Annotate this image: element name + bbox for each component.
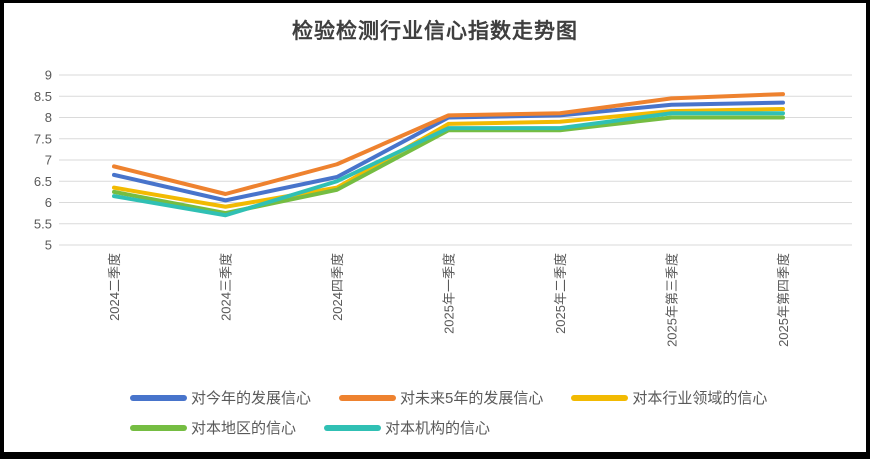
series-line-1: [112, 92, 785, 196]
x-axis-category-label: 2025年第四季度: [776, 253, 791, 347]
legend-label: 对本机构的信心: [385, 420, 491, 437]
y-axis-tick-label: 9: [45, 68, 52, 83]
y-axis-tick-label: 6.5: [34, 174, 52, 189]
series-line-4: [112, 111, 785, 218]
legend-line-swatch-icon: [339, 394, 397, 401]
legend-item[interactable]: 对未来5年的发展信心: [339, 387, 543, 408]
legend-item[interactable]: 对本机构的信心: [324, 417, 490, 438]
x-axis-category-label: 2024四季度: [330, 253, 345, 321]
x-axis-category-label: 2025年第三季度: [665, 253, 680, 347]
y-axis-tick-label: 5.5: [34, 216, 52, 231]
y-axis-tick-label: 6: [45, 195, 52, 210]
legend-line-swatch-icon: [130, 394, 187, 401]
y-axis-tick-label: 7: [45, 153, 52, 168]
legend-item[interactable]: 对本行业领域的信心: [571, 387, 767, 408]
chart-title: 检验检测行业信心指数走势图: [292, 20, 578, 43]
x-axis-category-label: 2025年二季度: [553, 253, 568, 334]
y-axis-tick-label: 5: [45, 238, 52, 253]
x-axis-category-label: 2024三季度: [219, 253, 234, 321]
legend-line-swatch-icon: [571, 394, 629, 401]
y-axis-tick-label: 8: [45, 110, 52, 125]
legend-line-swatch-icon: [130, 424, 187, 431]
y-axis-tick-label: 8.5: [34, 89, 52, 104]
legend-item[interactable]: 对本地区的信心: [130, 417, 296, 438]
chart-legend: 对今年的发展信心 对未来5年的发展信心 对本行业领域的信心对本地区的信心 对本机构的信…: [130, 387, 767, 438]
legend-label: 对今年的发展信心: [191, 390, 312, 407]
series-line-2: [112, 107, 785, 209]
legend-label: 对未来5年的发展信心: [400, 390, 544, 407]
y-axis-tick-label: 7.5: [34, 131, 52, 146]
x-axis-category-label: 2024二季度: [107, 253, 122, 321]
legend-label: 对本地区的信心: [191, 420, 297, 437]
legend-row: 对本地区的信心 对本机构的信心: [130, 417, 767, 438]
x-axis-category-label: 2025年一季度: [442, 253, 457, 334]
legend-row: 对今年的发展信心 对未来5年的发展信心 对本行业领域的信心: [130, 387, 767, 408]
line-chart-plot-area: 9 8.5 8 7.5 7 6.5 6 5.5 5 2024二季度 2024三季度 2024四季度 20…: [34, 68, 852, 347]
legend-label: 对本行业领域的信心: [632, 390, 768, 407]
legend-item[interactable]: 对今年的发展信心: [130, 387, 311, 408]
legend-line-swatch-icon: [324, 424, 382, 431]
